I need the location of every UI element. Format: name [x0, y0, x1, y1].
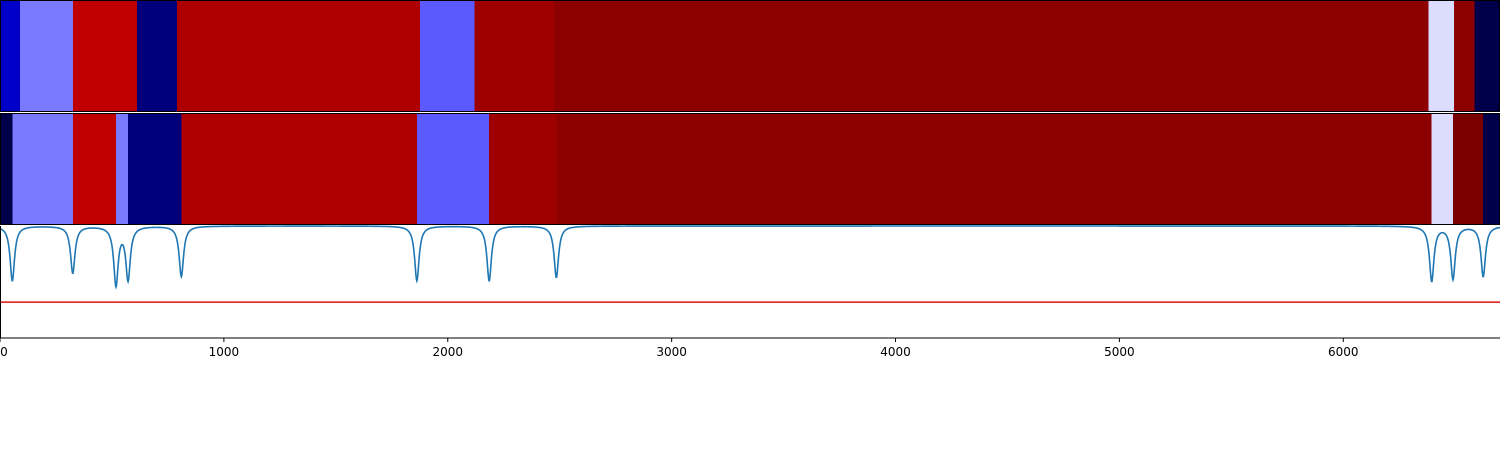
heatmap-segment — [181, 113, 418, 225]
heatmap-segment — [489, 113, 557, 225]
heatmap-segment — [1483, 113, 1500, 225]
x-axis: 0 1000 2000 3000 4000 5000 6000 — [0, 338, 1359, 359]
heatmap-segment — [419, 0, 476, 112]
heatmap-segment — [128, 113, 182, 225]
heatmap-segment — [176, 0, 421, 112]
x-tick-label: 6000 — [1328, 345, 1359, 359]
heatmap-segment — [20, 0, 74, 112]
x-tick-label: 1000 — [209, 345, 240, 359]
heatmap-segment — [1452, 113, 1484, 225]
heatmap-segment — [1431, 113, 1454, 225]
dip-signal-line — [0, 225, 1500, 290]
heatmap-track-1 — [0, 0, 1500, 112]
dip-signal-panel — [0, 225, 1500, 339]
heatmap-segment — [474, 0, 555, 112]
heatmap-track-2 — [0, 113, 1500, 225]
x-tick-label: 2000 — [432, 345, 463, 359]
heatmap-segment — [12, 113, 74, 225]
heatmap-segment — [72, 113, 117, 225]
x-tick-label: 5000 — [1104, 345, 1135, 359]
x-tick-label: 3000 — [656, 345, 687, 359]
heatmap-segment — [72, 0, 138, 112]
heatmap-segment — [1428, 0, 1455, 112]
heatmap-segment — [416, 113, 490, 225]
x-tick-label: 0 — [0, 345, 8, 359]
heatmap-segment — [115, 113, 129, 225]
heatmap-segment — [556, 113, 1433, 225]
x-tick-label: 4000 — [880, 345, 911, 359]
heatmap-segment — [137, 0, 178, 112]
heatmap-segment — [0, 113, 13, 225]
heatmap-segment — [1474, 0, 1500, 112]
heatmap-segment — [554, 0, 1429, 112]
dip-panel-background — [0, 226, 1500, 338]
heatmap-segment — [0, 0, 21, 112]
heatmap-segment — [1454, 0, 1475, 112]
